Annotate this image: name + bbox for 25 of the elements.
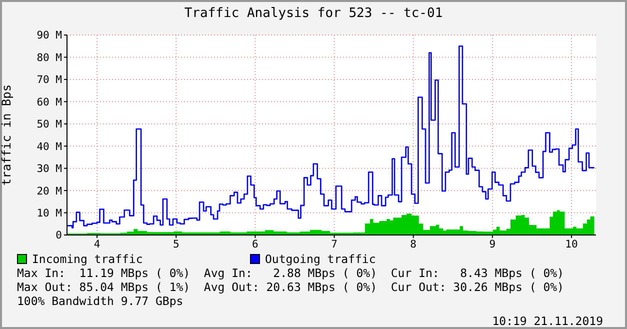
y-tick-label: 30 M: [36, 163, 62, 176]
text: Max Out: 85.04 MBps ( 1%) Avg Out: 20.63 MBps ( 0%) Cur Out: 30.26 MBps ( 0%): [17, 280, 565, 294]
text: Max In: 11.19 MBps ( 0%) Avg In: 2.88 MBps ( 0%) Cur In: 8.43 MBps ( 0%): [17, 266, 565, 280]
y-tick-label: 90 M: [36, 30, 62, 42]
legend-label: Outgoing traffic: [265, 252, 376, 266]
legend-label: Incoming traffic: [32, 252, 143, 266]
y-tick-label: 20 M: [36, 185, 62, 198]
y-tick-label: 50 M: [36, 118, 62, 131]
text: 10:19 21.11.2019: [491, 314, 604, 328]
x-tick-label: 5: [172, 238, 180, 250]
y-tick-label: 70 M: [36, 74, 62, 86]
x-tick-label: 9: [489, 238, 496, 250]
y-axis-title: traffic in Bps: [0, 84, 14, 186]
x-tick-label: 10: [565, 238, 578, 250]
y-tick-label: 60 M: [36, 96, 62, 108]
y-tick-label: 10 M: [36, 208, 62, 220]
chart-title: Traffic Analysis for 523 -- tc-01: [183, 6, 444, 21]
x-tick-label: 8: [410, 238, 417, 250]
x-tick-label: 7: [331, 238, 338, 250]
y-tick-label: 40 M: [36, 140, 62, 153]
x-tick-label: 4: [94, 238, 100, 250]
y-tick-label: 0: [56, 230, 62, 242]
y-tick-label: 80 M: [36, 52, 62, 64]
text: 100% Bandwidth 9.77 GBps: [17, 294, 184, 308]
x-tick-label: 6: [252, 238, 258, 250]
